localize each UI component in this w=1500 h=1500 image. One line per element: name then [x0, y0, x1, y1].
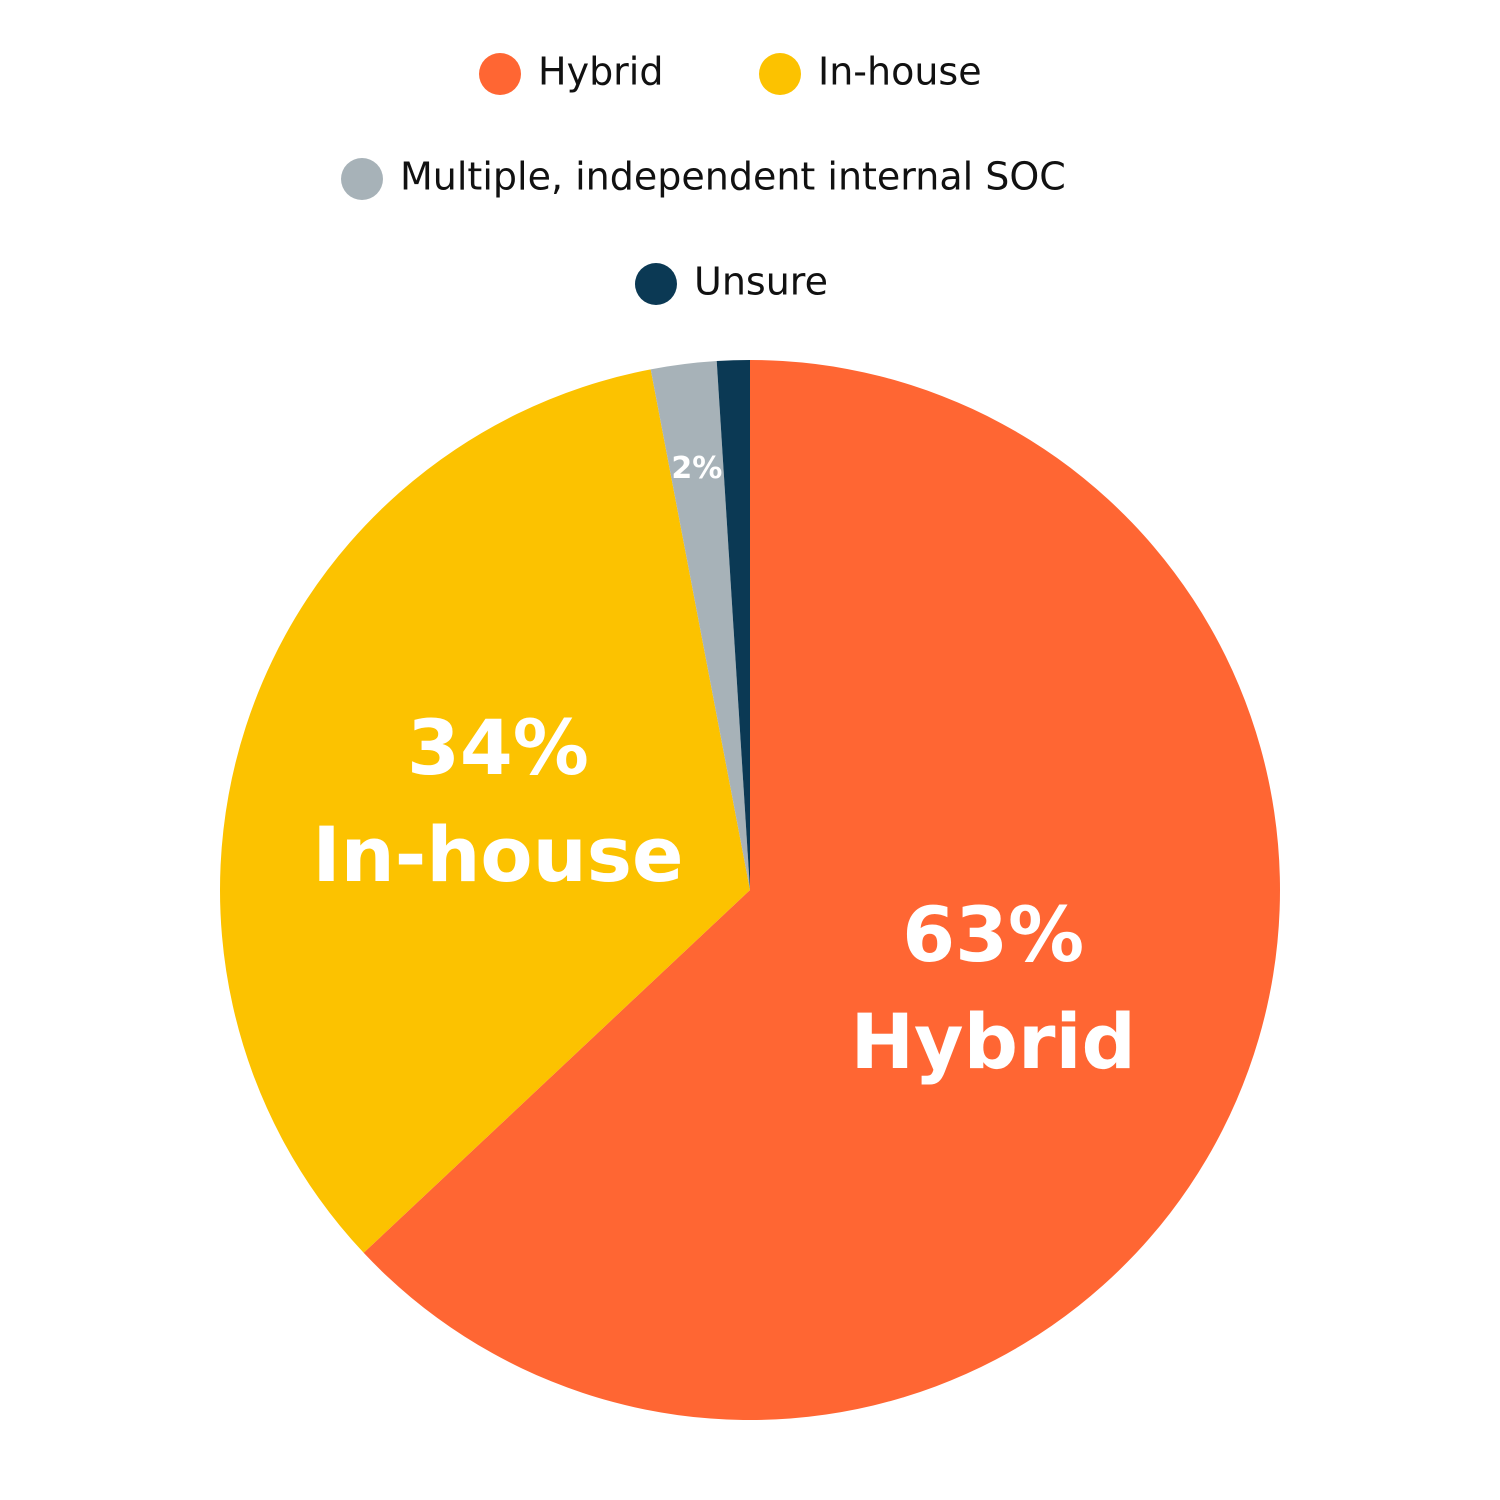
- legend-swatch: [341, 158, 383, 200]
- slice-category-label: Hybrid: [850, 997, 1135, 1086]
- slice-value-label: 63%: [902, 890, 1084, 979]
- pie-slice: [220, 369, 751, 1253]
- slice-value-label: 34%: [407, 703, 589, 792]
- pie-slice: [650, 361, 750, 890]
- slice-value-label: 2%: [671, 451, 722, 486]
- legend-swatch: [479, 53, 521, 95]
- slice-category-label: In-house: [312, 810, 683, 899]
- pie-slice: [363, 360, 1281, 1420]
- pie-slice: [716, 360, 750, 890]
- legend-swatch: [759, 53, 801, 95]
- legend-label: Multiple, independent internal SOC: [400, 155, 1066, 199]
- legend-label: In-house: [818, 50, 982, 94]
- legend-label: Hybrid: [538, 50, 664, 94]
- legend-label: Unsure: [694, 260, 828, 304]
- legend-swatch: [635, 263, 677, 305]
